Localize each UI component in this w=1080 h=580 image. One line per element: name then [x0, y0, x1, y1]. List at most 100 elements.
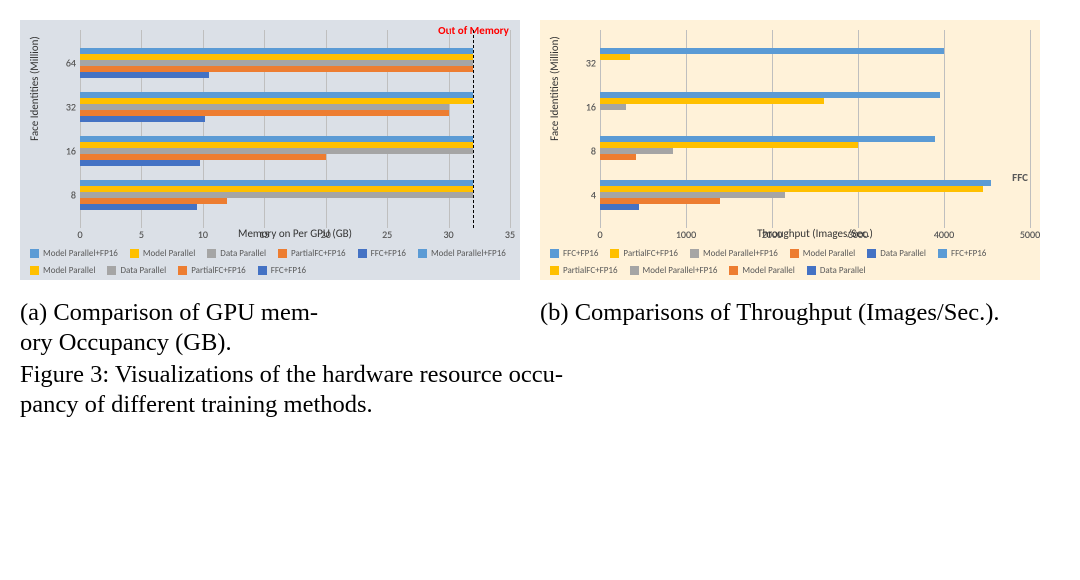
legend-item: FFC+FP16 — [258, 265, 306, 276]
subcaptions-row: (a) Comparison of GPU mem-ory Occupancy … — [20, 298, 1060, 358]
legend-label: Model Parallel+FP16 — [643, 265, 718, 276]
legend-swatch — [610, 249, 619, 258]
legend-label: Model Parallel — [803, 248, 855, 259]
legend-swatch — [729, 266, 738, 275]
legend-swatch — [550, 249, 559, 258]
legend-item: Model Parallel+FP16 — [30, 248, 118, 259]
legend-swatch — [258, 266, 267, 275]
legend-swatch — [130, 249, 139, 258]
legend-item: PartialFC+FP16 — [550, 265, 618, 276]
y-tick-label: 4 — [591, 189, 596, 202]
memory-plot: Out of Memory 05101520253035643216805101… — [80, 30, 510, 228]
gridline — [510, 30, 511, 228]
legend-label: Data Parallel — [120, 265, 166, 276]
captions: (a) Comparison of GPU mem-ory Occupancy … — [20, 298, 1060, 420]
legend-item: PartialFC+FP16 — [610, 248, 678, 259]
bar — [600, 48, 944, 54]
legend-item: Model Parallel+FP16 — [630, 265, 718, 276]
caption-a: (a) Comparison of GPU mem-ory Occupancy … — [20, 298, 520, 358]
legend-swatch — [807, 266, 816, 275]
y-tick-label: 64 — [66, 57, 76, 70]
legend-item: FFC+FP16 — [938, 248, 986, 259]
gridline — [944, 30, 945, 228]
bar — [80, 204, 197, 210]
gridline — [858, 30, 859, 228]
throughput-x-axis-title: Throughput (Images/Sec.) — [600, 227, 1030, 240]
legend-item: Model Parallel — [790, 248, 855, 259]
oom-line — [473, 30, 474, 228]
legend-label: FFC+FP16 — [371, 248, 406, 259]
legend-swatch — [30, 249, 39, 258]
legend-swatch — [867, 249, 876, 258]
bar — [80, 160, 200, 166]
legend-item: Data Parallel — [107, 265, 166, 276]
bar — [600, 154, 636, 160]
legend-item: Model Parallel — [130, 248, 195, 259]
throughput-y-axis-title: Face Identities (Million) — [548, 36, 561, 141]
legend-label: Model Parallel — [742, 265, 794, 276]
legend-swatch — [207, 249, 216, 258]
legend-label: Model Parallel — [143, 248, 195, 259]
legend-item: Model Parallel+FP16 — [418, 248, 506, 259]
y-tick-label: 32 — [586, 57, 596, 70]
legend-swatch — [790, 249, 799, 258]
bar — [80, 72, 209, 78]
legend-label: FFC+FP16 — [563, 248, 598, 259]
caption-b: (b) Comparisons of Throughput (Images/Se… — [540, 298, 1040, 358]
charts-row: Face Identities (Million) Out of Memory … — [20, 20, 1060, 280]
legend-label: PartialFC+FP16 — [291, 248, 346, 259]
y-tick-label: 16 — [66, 145, 76, 158]
y-tick-label: 16 — [586, 101, 596, 114]
memory-chart-panel: Face Identities (Million) Out of Memory … — [20, 20, 520, 280]
legend-swatch — [358, 249, 367, 258]
figure-caption: Figure 3: Visualizations of the hardware… — [20, 360, 1040, 420]
legend-label: Model Parallel — [43, 265, 95, 276]
legend-swatch — [107, 266, 116, 275]
legend-swatch — [178, 266, 187, 275]
legend-label: Model Parallel+FP16 — [43, 248, 118, 259]
legend-item: FFC+FP16 — [358, 248, 406, 259]
legend-item: Data Parallel — [207, 248, 266, 259]
legend-item: PartialFC+FP16 — [178, 265, 246, 276]
memory-y-axis-title: Face Identities (Million) — [28, 36, 41, 141]
legend-label: Model Parallel+FP16 — [431, 248, 506, 259]
legend-label: PartialFC+FP16 — [563, 265, 618, 276]
legend-swatch — [418, 249, 427, 258]
legend-item: FFC+FP16 — [550, 248, 598, 259]
legend-item: PartialFC+FP16 — [278, 248, 346, 259]
y-tick-label: 8 — [591, 145, 596, 158]
legend-label: PartialFC+FP16 — [623, 248, 678, 259]
legend-label: Model Parallel+FP16 — [703, 248, 778, 259]
legend-swatch — [690, 249, 699, 258]
legend-swatch — [550, 266, 559, 275]
bar — [600, 54, 630, 60]
legend-label: Data Parallel — [880, 248, 926, 259]
legend-item: Model Parallel — [30, 265, 95, 276]
bar — [600, 98, 824, 104]
bar — [600, 104, 626, 110]
memory-x-axis-title: Memory on Per GPU (GB) — [80, 227, 510, 240]
throughput-chart-panel: Face Identities (Million) FFC 0100020003… — [540, 20, 1040, 280]
legend-swatch — [630, 266, 639, 275]
legend-label: FFC+FP16 — [951, 248, 986, 259]
throughput-legend: FFC+FP16 PartialFC+FP16 Model Parallel+FP1… — [550, 248, 1030, 276]
y-tick-label: 32 — [66, 101, 76, 114]
legend-item: Model Parallel — [729, 265, 794, 276]
bar — [600, 204, 639, 210]
bar — [80, 116, 205, 122]
ffc-annotation: FFC — [1012, 171, 1028, 184]
legend-label: FFC+FP16 — [271, 265, 306, 276]
legend-label: Data Parallel — [820, 265, 866, 276]
legend-swatch — [278, 249, 287, 258]
legend-swatch — [938, 249, 947, 258]
gridline — [1030, 30, 1031, 228]
memory-legend: Model Parallel+FP16 Model Parallel Data Pa… — [30, 248, 510, 276]
throughput-plot: FFC 010002000300040005000321684010002000… — [600, 30, 1030, 228]
y-tick-label: 8 — [71, 189, 76, 202]
legend-item: Data Parallel — [867, 248, 926, 259]
legend-swatch — [30, 266, 39, 275]
legend-item: Model Parallel+FP16 — [690, 248, 778, 259]
legend-label: PartialFC+FP16 — [191, 265, 246, 276]
legend-label: Data Parallel — [220, 248, 266, 259]
legend-item: Data Parallel — [807, 265, 866, 276]
